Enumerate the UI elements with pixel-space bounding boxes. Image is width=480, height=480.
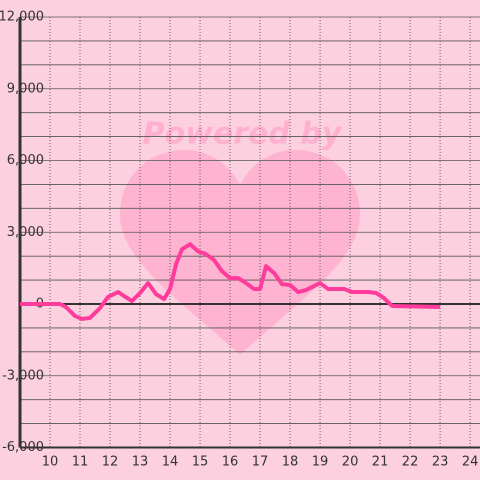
x-tick-label: 24 [462,455,479,470]
x-tick-label: 18 [282,455,299,470]
x-tick-label: 10 [42,455,59,470]
x-tick-label: 23 [432,455,449,470]
x-tick-label: 22 [402,455,419,470]
x-tick-label: 19 [312,455,329,470]
y-tick-label: -3,000 [2,368,44,383]
watermark-heart [120,150,360,355]
y-tick-label: 3,000 [7,225,44,240]
y-tick-label: 12,000 [0,10,44,25]
x-tick-label: 11 [72,455,89,470]
x-tick-label: 20 [342,455,359,470]
x-tick-label: 21 [372,455,389,470]
y-tick-label: 9,000 [7,81,44,96]
y-tick-label: 6,000 [7,153,44,168]
watermark-text: Powered by [143,117,343,152]
x-tick-label: 15 [192,455,209,470]
x-tick-label: 13 [132,455,149,470]
x-tick-label: 16 [222,455,239,470]
x-tick-label: 12 [102,455,119,470]
x-tick-label: 17 [252,455,269,470]
data-line [20,242,441,321]
x-tick-label: 14 [162,455,179,470]
